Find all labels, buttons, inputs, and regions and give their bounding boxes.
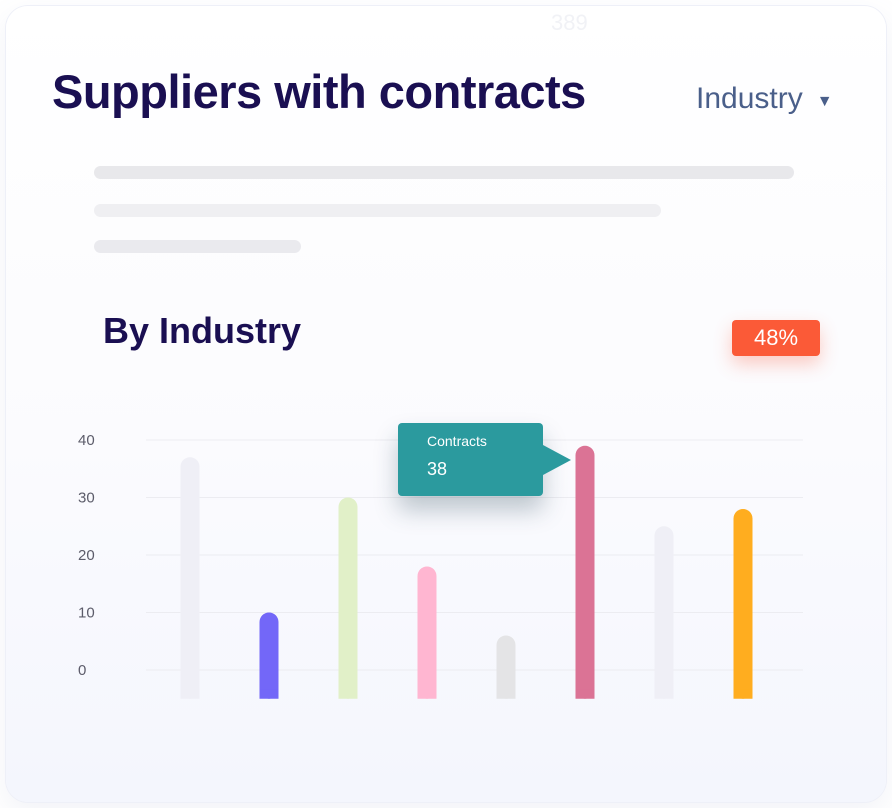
industry-dropdown[interactable]: Industry ▼ [696,82,833,116]
skeleton-line [94,166,794,179]
bar[interactable] [654,526,674,699]
faded-number: 389 [551,10,588,35]
skeleton-line [94,240,301,253]
percent-badge: 48% [732,320,820,356]
bar-base [180,689,200,699]
caret-down-icon: ▼ [816,93,833,110]
skeleton-line [94,204,661,217]
chart-tooltip: Contracts 38 [398,423,571,496]
bar-base [259,689,279,699]
bar[interactable] [733,509,753,699]
bar[interactable] [575,445,595,699]
page-title: Suppliers with contracts [52,65,586,118]
dropdown-label: Industry [696,82,803,115]
bar[interactable] [259,612,279,699]
y-tick-label: 0 [78,662,86,679]
y-tick-label: 20 [78,547,95,564]
bar[interactable] [180,457,200,699]
bar[interactable] [417,566,437,699]
bar-base [654,689,674,699]
bar-base [733,689,753,699]
bar[interactable] [338,497,358,699]
chart-title: By Industry [103,310,302,351]
tooltip-label: Contracts [427,433,487,449]
bar-base [417,689,437,699]
bar-base [338,689,358,699]
y-tick-label: 30 [78,490,95,507]
bar[interactable] [496,635,516,699]
tooltip-value: 38 [427,459,448,479]
y-tick-label: 40 [78,432,95,449]
bar-base [575,689,595,699]
y-tick-label: 10 [78,605,95,622]
bar-base [496,689,516,699]
